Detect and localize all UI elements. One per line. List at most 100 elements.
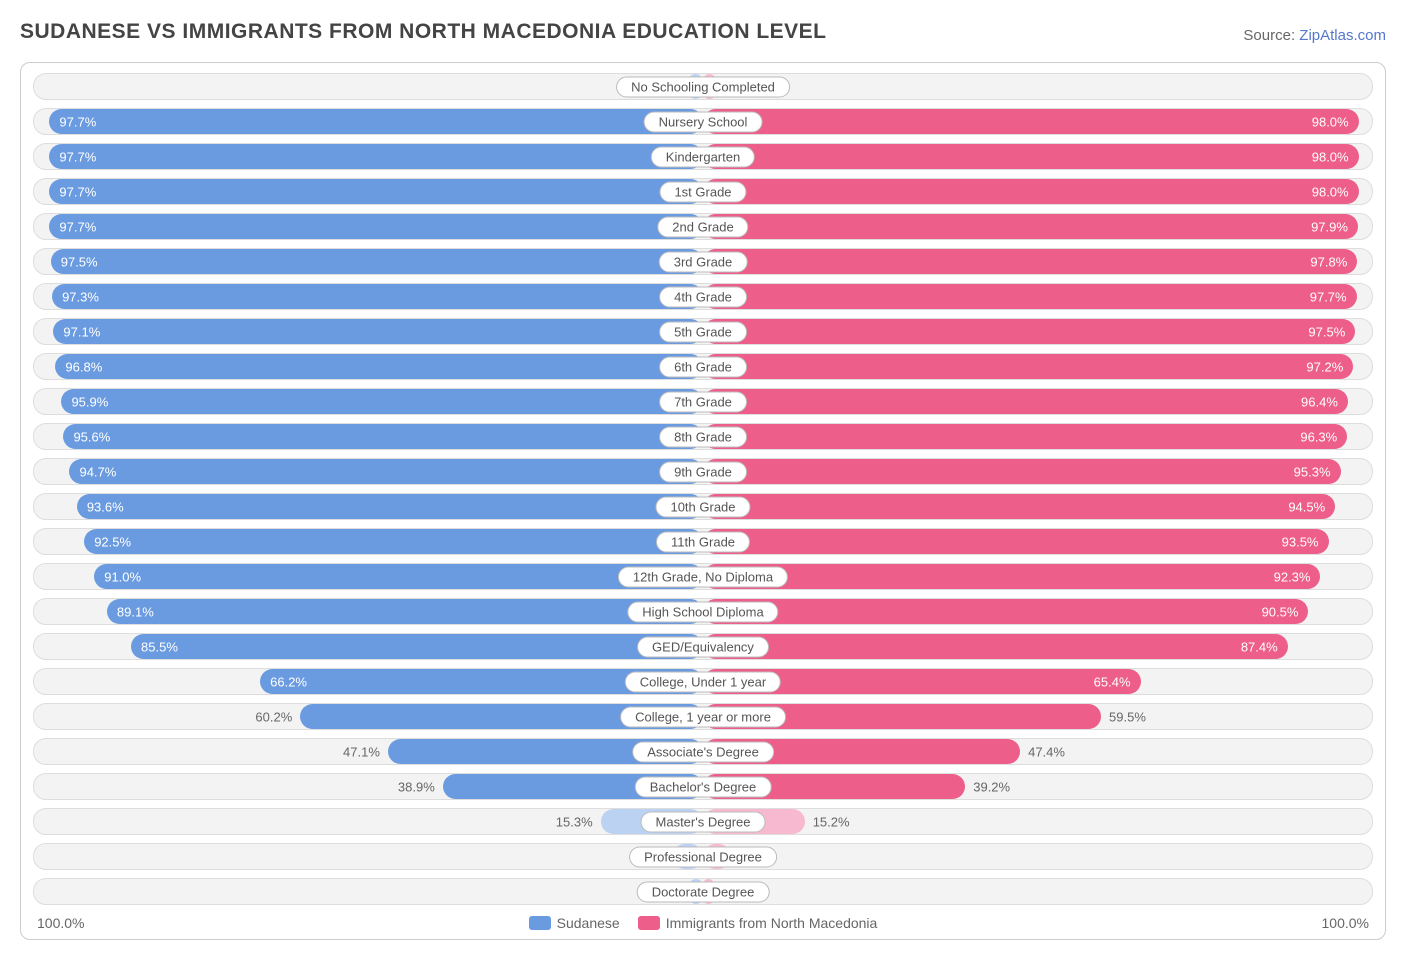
- bar-right: [703, 179, 1359, 204]
- value-left: 93.6%: [87, 499, 124, 514]
- value-right: 97.7%: [1310, 289, 1347, 304]
- source-link[interactable]: ZipAtlas.com: [1299, 27, 1386, 44]
- axis-left-max: 100.0%: [37, 915, 84, 931]
- source-label: Source:: [1243, 27, 1295, 44]
- chart-row: 97.7%97.9%2nd Grade: [33, 213, 1373, 240]
- value-right: 95.3%: [1294, 464, 1331, 479]
- category-label: Master's Degree: [641, 811, 766, 832]
- chart-row: 95.6% 96.3% 8th Grade: [33, 423, 1373, 450]
- category-label: 5th Grade: [659, 321, 747, 342]
- legend-label: Sudanese: [557, 915, 620, 931]
- category-label: 12th Grade, No Diploma: [618, 566, 788, 587]
- value-right: 96.4%: [1301, 394, 1338, 409]
- value-left: 97.7%: [59, 149, 96, 164]
- chart-row: 97.7%98.0%1st Grade: [33, 178, 1373, 205]
- category-label: Professional Degree: [629, 846, 777, 867]
- bar-right: [703, 459, 1341, 484]
- bar-right: [703, 564, 1320, 589]
- value-left: 97.7%: [59, 184, 96, 199]
- category-label: 3rd Grade: [659, 251, 748, 272]
- bar-right: [703, 354, 1353, 379]
- chart-row: 94.7%95.3%9th Grade: [33, 458, 1373, 485]
- bar-left: [53, 319, 703, 344]
- category-label: 6th Grade: [659, 356, 747, 377]
- value-left: 38.9%: [398, 779, 435, 794]
- category-label: College, Under 1 year: [625, 671, 781, 692]
- category-label: Nursery School: [644, 111, 763, 132]
- value-right: 59.5%: [1109, 709, 1146, 724]
- value-right: 93.5%: [1282, 534, 1319, 549]
- chart-row: 2.3%2.0%No Schooling Completed: [33, 73, 1373, 100]
- bar-left: [69, 459, 703, 484]
- chart-row: 97.5%97.8%3rd Grade: [33, 248, 1373, 275]
- value-right: 97.5%: [1308, 324, 1345, 339]
- value-left: 95.6%: [73, 429, 110, 444]
- chart-row: 95.9%96.4%7th Grade: [33, 388, 1373, 415]
- bar-right: [703, 494, 1335, 519]
- value-right: 92.3%: [1274, 569, 1311, 584]
- bar-left: [61, 389, 703, 414]
- category-label: College, 1 year or more: [620, 706, 786, 727]
- value-left: 95.9%: [71, 394, 108, 409]
- chart-row: 2.1%1.6%Doctorate Degree: [33, 878, 1373, 905]
- category-label: GED/Equivalency: [637, 636, 769, 657]
- bar-left: [49, 144, 703, 169]
- value-left: 97.5%: [61, 254, 98, 269]
- category-label: 8th Grade: [659, 426, 747, 447]
- category-label: 9th Grade: [659, 461, 747, 482]
- bar-left: [49, 179, 703, 204]
- category-label: No Schooling Completed: [616, 76, 790, 97]
- bar-left: [49, 109, 703, 134]
- bar-right: [703, 109, 1359, 134]
- value-right: 90.5%: [1262, 604, 1299, 619]
- category-label: 11th Grade: [656, 531, 750, 552]
- bar-left: [63, 424, 703, 449]
- chart-title: SUDANESE VS IMMIGRANTS FROM NORTH MACEDO…: [20, 20, 827, 44]
- chart-header: SUDANESE VS IMMIGRANTS FROM NORTH MACEDO…: [20, 20, 1386, 44]
- legend-item-right: Immigrants from North Macedonia: [638, 915, 878, 931]
- axis-row: 100.0% Sudanese Immigrants from North Mace…: [33, 913, 1373, 931]
- value-left: 60.2%: [255, 709, 292, 724]
- value-right: 87.4%: [1241, 639, 1278, 654]
- bar-right: [703, 389, 1348, 414]
- chart-row: 92.5% 93.5% 11th Grade: [33, 528, 1373, 555]
- bar-right: [703, 424, 1347, 449]
- value-left: 47.1%: [343, 744, 380, 759]
- value-left: 85.5%: [141, 639, 178, 654]
- value-right: 98.0%: [1312, 149, 1349, 164]
- chart-row: 60.2% 59.5% College, 1 year or more: [33, 703, 1373, 730]
- category-label: 1st Grade: [659, 181, 746, 202]
- bar-left: [51, 249, 703, 274]
- value-right: 15.2%: [813, 814, 850, 829]
- bar-right: [703, 214, 1358, 239]
- value-left: 15.3%: [556, 814, 593, 829]
- value-left: 92.5%: [94, 534, 131, 549]
- chart-row: 97.3% 97.7% 4th Grade: [33, 283, 1373, 310]
- value-right: 47.4%: [1028, 744, 1065, 759]
- bar-right: [703, 144, 1359, 169]
- chart-row: 4.6%4.2%Professional Degree: [33, 843, 1373, 870]
- legend: Sudanese Immigrants from North Macedonia: [529, 915, 878, 931]
- legend-item-left: Sudanese: [529, 915, 620, 931]
- value-right: 96.3%: [1300, 429, 1337, 444]
- bar-left: [52, 284, 703, 309]
- source-attribution: Source: ZipAtlas.com: [1243, 27, 1386, 44]
- bar-right: [703, 249, 1357, 274]
- bar-left: [49, 214, 703, 239]
- category-label: 10th Grade: [655, 496, 750, 517]
- chart-row: 97.7% 98.0% Kindergarten: [33, 143, 1373, 170]
- value-left: 97.3%: [62, 289, 99, 304]
- category-label: 4th Grade: [659, 286, 747, 307]
- legend-swatch: [638, 916, 660, 930]
- category-label: High School Diploma: [627, 601, 778, 622]
- chart-row: 97.7%98.0%Nursery School: [33, 108, 1373, 135]
- category-label: Kindergarten: [651, 146, 755, 167]
- bar-left: [107, 599, 703, 624]
- bar-left: [131, 634, 703, 659]
- value-left: 96.8%: [65, 359, 102, 374]
- chart-row: 47.1% 47.4% Associate's Degree: [33, 738, 1373, 765]
- category-label: Associate's Degree: [632, 741, 774, 762]
- chart-row: 15.3% 15.2% Master's Degree: [33, 808, 1373, 835]
- bar-left: [94, 564, 703, 589]
- chart-row: 89.1%90.5%High School Diploma: [33, 598, 1373, 625]
